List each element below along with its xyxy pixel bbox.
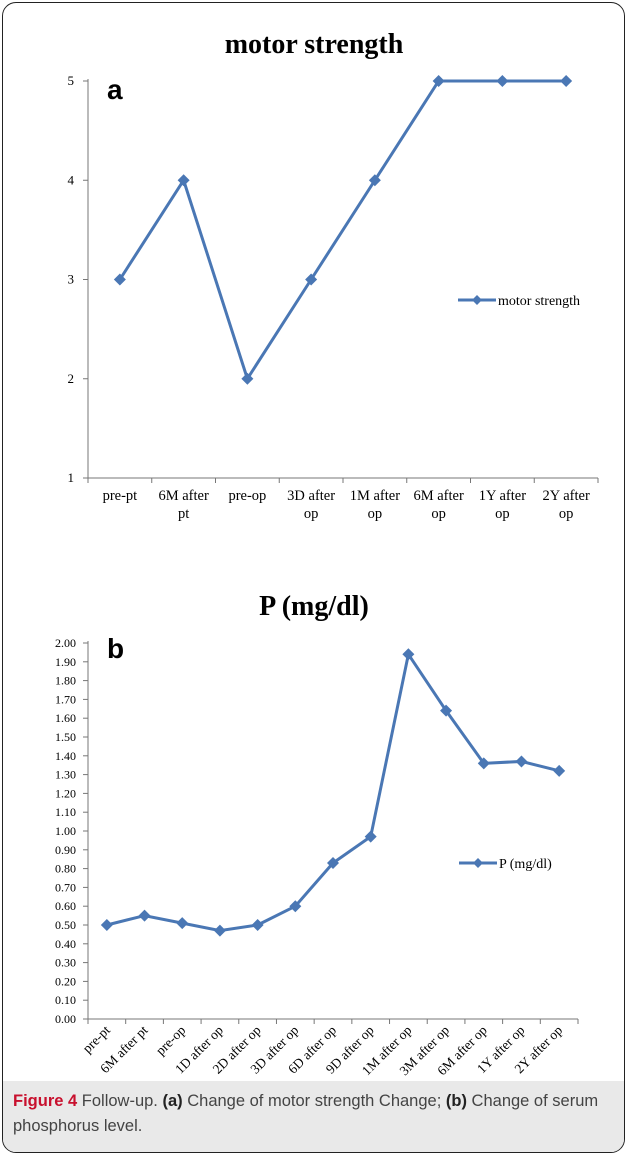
- chart-a-y-tick-label: 3: [68, 272, 75, 287]
- chart-b-y-tick-label: 0.40: [55, 937, 76, 951]
- chart-a-x-tick-label: op: [304, 506, 319, 522]
- chart-a-x-tick-label: 1M after: [350, 488, 400, 504]
- chart-b-y-tick-label: 0.60: [55, 899, 76, 913]
- chart-b-y-tick-label: 1.90: [55, 655, 76, 669]
- chart-b-y-tick-label: 0.30: [55, 956, 76, 970]
- chart-b-y-tick-label: 0.00: [55, 1012, 76, 1026]
- chart-a-x-tick-label: 6M after: [413, 488, 463, 504]
- chart-b-legend-marker: [473, 858, 483, 868]
- chart-b-data-point: [138, 909, 151, 922]
- chart-a-x-tick-label: 1Y after: [479, 488, 527, 504]
- chart-a-series-line: [118, 79, 567, 383]
- figure-caption: Figure 4 Follow-up. (a) Change of motor …: [13, 1089, 613, 1139]
- chart-b-y-tick-label: 1.70: [55, 692, 76, 706]
- chart-a-x-tick-label: 3D after: [287, 488, 335, 504]
- chart-b-data-point: [553, 764, 566, 777]
- chart-b-y-tick-label: 0.90: [55, 843, 76, 857]
- chart-b-y-tick-label: 1.00: [55, 824, 76, 838]
- caption-text-3: Change of serum phosphorus level.: [13, 1092, 599, 1135]
- chart-b-legend-label: P (mg/dl): [499, 857, 552, 872]
- chart-b-data-point: [327, 856, 339, 869]
- chart-b-y-tick-label: 2.00: [55, 636, 76, 650]
- chart-a-y-tick-label: 5: [68, 73, 75, 88]
- chart-b-data-point: [176, 917, 189, 930]
- chart-b-x-tick-label: pre-op: [153, 1022, 189, 1058]
- chart-a-data-point: [305, 273, 318, 286]
- chart-a-data-point: [241, 372, 254, 385]
- caption-band: [3, 1081, 624, 1152]
- caption-text-2: Change of motor strength Change;: [182, 1092, 446, 1110]
- figure-label: Figure 4: [13, 1092, 78, 1110]
- chart-b-series-line: [106, 650, 560, 933]
- chart-a-x-tick-label: op: [495, 506, 510, 522]
- chart-a-y-tick-label: 2: [68, 371, 75, 386]
- chart-b-x-tick-label: pre-pt: [80, 1022, 114, 1056]
- chart-b-panel-label: b: [107, 633, 124, 664]
- chart-a-x-tick-label: pt: [178, 506, 189, 522]
- chart-b-data-point: [440, 704, 453, 717]
- chart-b-y-tick-label: 1.40: [55, 749, 76, 763]
- chart-a-x-tick-label: 2Y after: [542, 488, 590, 504]
- chart-b-y-tick-label: 1.80: [55, 674, 76, 688]
- chart-a-y-tick-label: 4: [68, 172, 75, 187]
- figure-svg: motor strength a 1 2 3 4 5 pre-pt 6M after pt pre-…: [55, 29, 599, 1078]
- caption-part-b: (b): [445, 1092, 467, 1110]
- chart-b-y-tick-label: 0.50: [55, 918, 76, 932]
- chart-b-y-tick-label: 0.10: [55, 993, 76, 1007]
- chart-b-data-point: [402, 648, 415, 661]
- chart-a-data-point: [368, 174, 381, 187]
- chart-a-x-tick-label: pre-pt: [103, 488, 138, 504]
- caption-part-a: (a): [162, 1092, 183, 1110]
- chart-a-x-tick-label: op: [431, 506, 446, 522]
- chart-b-data-point: [251, 919, 264, 931]
- chart-a-y-tick-label: 1: [68, 470, 75, 485]
- chart-b-data-point: [515, 755, 528, 768]
- caption-text-1: Follow-up.: [77, 1092, 163, 1110]
- chart-b-y-tick-label: 0.20: [55, 974, 76, 988]
- chart-a-data-point: [177, 174, 190, 187]
- chart-a-data-point: [560, 75, 573, 87]
- chart-a-data-point: [113, 273, 126, 286]
- chart-a-data-point: [432, 75, 445, 87]
- chart-a-x-tick-label: 6M after: [158, 488, 208, 504]
- chart-b-data-point: [364, 830, 377, 843]
- chart-b-y-tick-label: 1.50: [55, 730, 76, 744]
- chart-b-y-tick-label: 1.20: [55, 786, 76, 800]
- chart-b-data-point: [477, 757, 490, 770]
- chart-a-x-tick-label: op: [368, 506, 383, 522]
- chart-a-legend-marker: [472, 295, 482, 305]
- chart-b-y-tick-label: 1.10: [55, 805, 76, 819]
- chart-a-data-point: [496, 75, 509, 87]
- chart-a-legend-label: motor strength: [498, 294, 580, 309]
- chart-a-x-tick-label: pre-op: [228, 488, 266, 504]
- chart-b-y-tick-label: 0.80: [55, 862, 76, 876]
- chart-a-panel-label: a: [107, 74, 123, 105]
- chart-a-x-tick-label: op: [559, 506, 574, 522]
- chart-b-data-point: [100, 919, 113, 931]
- chart-b-y-tick-label: 1.30: [55, 768, 76, 782]
- chart-b-y-tick-label: 0.70: [55, 880, 76, 894]
- chart-b-y-tick-label: 1.60: [55, 711, 76, 725]
- chart-a-title: motor strength: [225, 29, 404, 60]
- chart-b-title: P (mg/dl): [259, 591, 369, 622]
- chart-b-data-point: [289, 900, 302, 913]
- chart-b-data-point: [213, 924, 226, 937]
